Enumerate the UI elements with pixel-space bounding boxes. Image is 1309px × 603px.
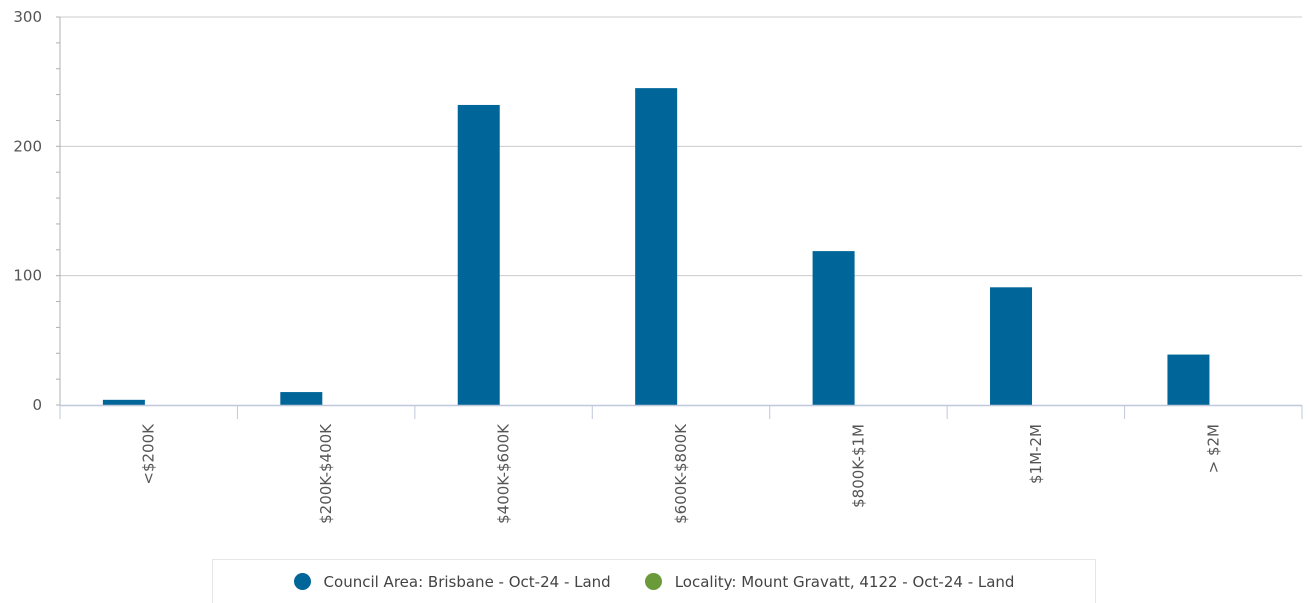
bar bbox=[990, 287, 1033, 405]
legend: Council Area: Brisbane - Oct-24 - Land L… bbox=[212, 559, 1096, 603]
bar bbox=[1167, 354, 1210, 405]
legend-swatch-council bbox=[293, 573, 311, 590]
x-tick-label: $600K-$800K bbox=[672, 423, 690, 524]
legend-label-locality: Locality: Mount Gravatt, 4122 - Oct-24 -… bbox=[674, 572, 1015, 591]
y-tick-label: 300 bbox=[13, 8, 42, 26]
bar bbox=[457, 104, 500, 406]
bar bbox=[635, 88, 678, 405]
y-tick-label: 100 bbox=[13, 267, 42, 285]
bar bbox=[280, 392, 323, 405]
y-tick-label: 0 bbox=[32, 396, 42, 414]
y-tick-label: 200 bbox=[13, 137, 42, 155]
legend-label-council: Council Area: Brisbane - Oct-24 - Land bbox=[323, 572, 611, 591]
bar bbox=[102, 399, 145, 405]
x-tick-label: $400K-$600K bbox=[495, 423, 513, 524]
x-tick-label: $1M-2M bbox=[1027, 424, 1045, 484]
legend-item-council[interactable]: Council Area: Brisbane - Oct-24 - Land bbox=[293, 572, 611, 591]
bar bbox=[812, 251, 855, 405]
x-tick-label: $200K-$400K bbox=[317, 423, 335, 524]
x-tick-label: $800K-$1M bbox=[849, 424, 867, 508]
legend-swatch-locality bbox=[644, 573, 662, 590]
x-tick-label: > $2M bbox=[1204, 424, 1222, 473]
legend-item-locality[interactable]: Locality: Mount Gravatt, 4122 - Oct-24 -… bbox=[644, 572, 1015, 591]
x-tick-label: <$200K bbox=[140, 423, 158, 485]
